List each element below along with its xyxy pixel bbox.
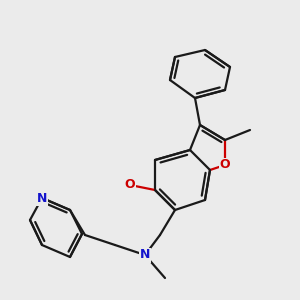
- Text: N: N: [140, 248, 150, 262]
- Text: N: N: [37, 191, 47, 205]
- Text: O: O: [125, 178, 135, 191]
- Text: O: O: [220, 158, 230, 172]
